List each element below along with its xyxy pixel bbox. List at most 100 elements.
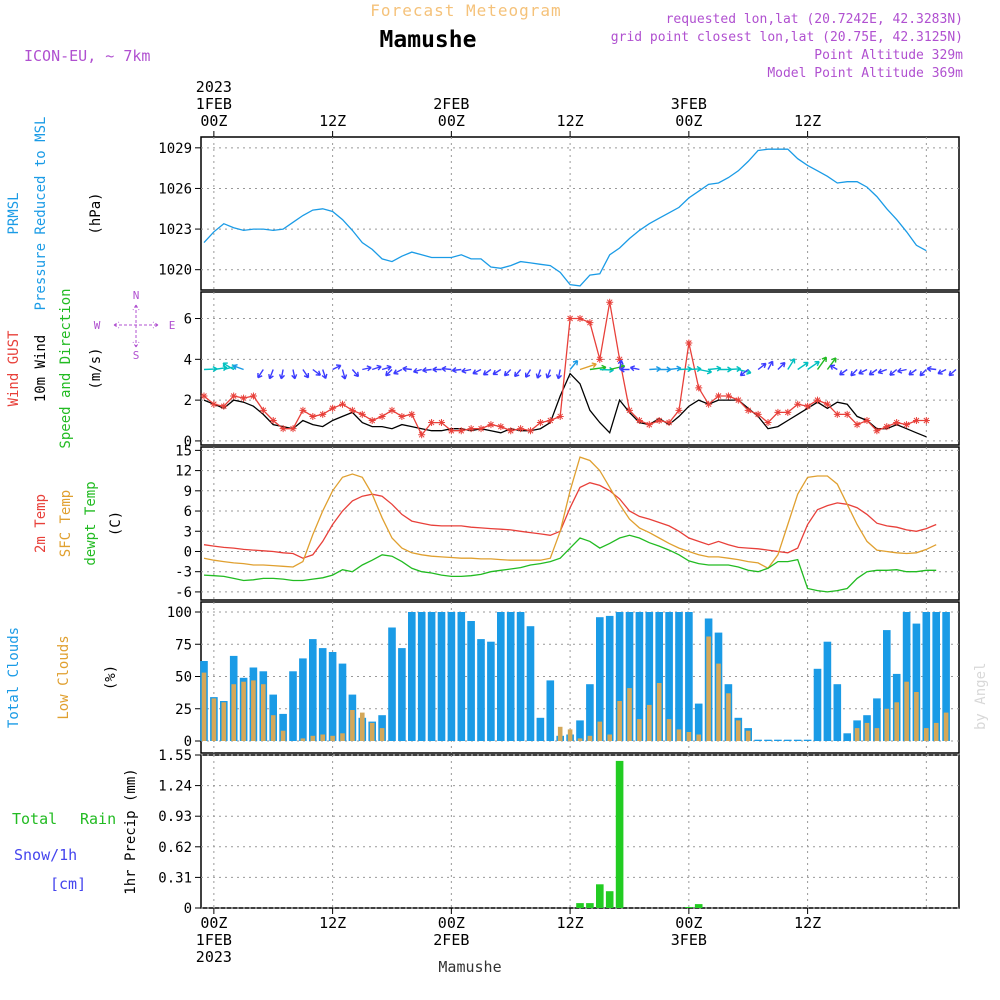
clouds-panel: 0 25 50 75 100 Total Clouds Low Clouds (%) — [6, 601, 960, 754]
total-cloud-bar — [477, 639, 485, 741]
wind-direction-arrow — [525, 369, 532, 378]
requested-coords: requested lon,lat (20.7242E, 42.3283N) — [666, 12, 963, 27]
low-cloud-bar — [577, 738, 583, 741]
low-cloud-bar — [933, 722, 939, 741]
total-cloud-bar — [615, 612, 624, 741]
wind-direction-arrow — [545, 369, 552, 379]
wind-ytick-label: 4 — [184, 352, 192, 368]
total-cloud-bar — [675, 612, 683, 741]
wind-gust-point — [853, 421, 861, 429]
wind-direction-arrow — [897, 367, 907, 374]
wind-direction-arrow — [839, 368, 848, 376]
wind-gust-point — [546, 417, 554, 425]
precip-ytick-label: 0.62 — [158, 840, 192, 856]
wind-gust-point — [220, 402, 228, 410]
wind-ytick-label: 6 — [184, 312, 192, 328]
wind-direction-arrow — [222, 362, 235, 371]
total-cloud-bar — [318, 648, 327, 741]
temperature-frame — [200, 446, 960, 601]
top-time-label: 00Z — [438, 112, 465, 130]
wind-direction-arrow — [268, 369, 274, 380]
wind-gust-point — [536, 419, 544, 427]
total-cloud-bar — [912, 623, 921, 741]
total-cloud-bar — [457, 612, 466, 741]
top-time-label: 1FEB — [196, 95, 232, 113]
low-cloud-bar — [884, 708, 890, 742]
wind-gust-point — [774, 408, 782, 416]
wind-gust-point — [744, 406, 752, 414]
wind-gust-point — [447, 427, 455, 435]
wind-gust-point — [240, 394, 248, 402]
low-cloud-bar — [567, 729, 573, 741]
wind-direction-arrow — [669, 365, 682, 372]
wind-gust-point — [358, 410, 366, 418]
total-cloud-bar — [299, 658, 307, 741]
wind-ytick-label: 2 — [184, 393, 192, 409]
total-cloud-bar — [942, 612, 950, 741]
wind-speed-line — [203, 372, 927, 438]
temperature-ylabel: dewpt Temp — [83, 481, 99, 565]
pressure-ylabel: (hPa) — [88, 192, 104, 234]
top-time-label: 00Z — [675, 112, 702, 130]
wind-direction-arrow — [889, 368, 898, 376]
wind-gust-point — [724, 392, 732, 400]
temp-2m-line — [203, 482, 937, 559]
precip-bar — [576, 903, 584, 908]
bottom-time-label: 12Z — [794, 914, 821, 932]
wind-gust-point — [685, 339, 693, 347]
clouds-ytick-label: 0 — [184, 734, 192, 750]
wind-direction-arrow — [919, 369, 927, 377]
low-cloud-bar — [627, 688, 632, 741]
total-cloud-bar — [635, 612, 644, 741]
low-cloud-bar — [360, 712, 365, 741]
low-cloud-bar — [607, 734, 612, 741]
wind-gust-point — [348, 406, 356, 414]
model-name: ICON-EU, ~ 7km — [24, 47, 150, 65]
bottom-time-label: 00Z — [438, 914, 465, 932]
bottom-time-label: 2FEB — [433, 931, 469, 949]
bottom-time-label: 00Z — [675, 914, 702, 932]
wind-gust-point — [922, 417, 930, 425]
low-cloud-bar — [310, 735, 316, 741]
wind-direction-arrow — [757, 362, 767, 371]
low-cloud-bar — [676, 729, 682, 741]
wind-gust-point — [616, 355, 624, 363]
wind-direction-arrow — [312, 368, 322, 376]
total-cloud-bar — [546, 680, 555, 741]
precip-ytick-label: 1.24 — [158, 779, 192, 795]
wind-gust-point — [655, 417, 663, 425]
wind-direction-arrow — [432, 366, 442, 373]
top-time-label: 12Z — [794, 112, 821, 130]
temperature-ytick-label: 15 — [175, 443, 192, 459]
top-time-label: 12Z — [319, 112, 346, 130]
low-cloud-bar — [706, 636, 711, 741]
total-cloud-bar — [625, 612, 634, 741]
wind-gust-point — [437, 419, 445, 427]
low-cloud-bar — [231, 684, 236, 741]
precip-bar — [685, 907, 693, 908]
total-cloud-bar — [803, 739, 812, 741]
low-cloud-bar — [261, 684, 266, 741]
precip-bar — [615, 760, 624, 908]
low-cloud-bar — [666, 719, 672, 741]
wind-gust-point — [734, 396, 742, 404]
low-cloud-bar — [340, 733, 345, 741]
pressure-line — [203, 148, 927, 287]
wind-direction-arrow — [332, 364, 342, 371]
wind-direction-arrow — [787, 358, 796, 370]
wind-direction-arrow — [514, 369, 522, 378]
total-cloud-bar — [487, 641, 495, 741]
pressure-frame — [200, 136, 960, 291]
wind-direction-arrow — [617, 359, 624, 370]
bottom-time-label: 00Z — [200, 914, 227, 932]
clouds-ytick-label: 100 — [167, 605, 192, 621]
top-time-label: 12Z — [557, 112, 584, 130]
wind-direction-arrow — [850, 369, 858, 377]
wind-direction-arrow — [767, 360, 774, 370]
low-cloud-bar — [904, 681, 909, 741]
temperature-ylabel: SFC Temp — [58, 490, 74, 557]
temperature-ylabel: (C) — [108, 511, 124, 536]
total-cloud-bar — [536, 717, 545, 741]
total-cloud-bar — [309, 639, 317, 741]
